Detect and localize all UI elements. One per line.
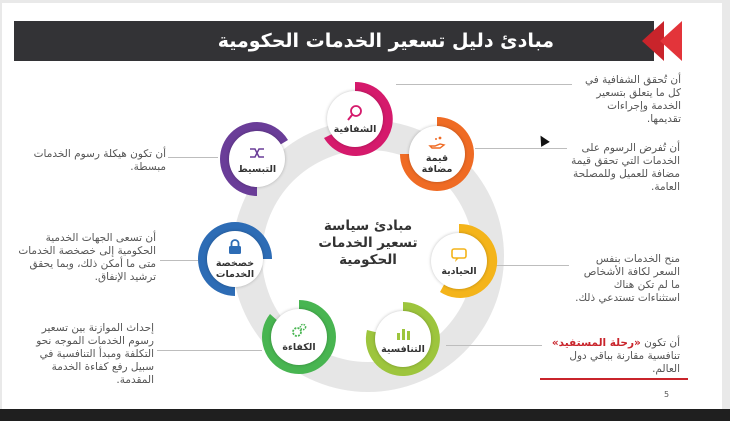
desc-competitiveness: أن تكون «رحلة المستفيد» تنافسية مقارنة ب… <box>540 337 680 376</box>
slide-title: مبادئ دليل تسعير الخدمات الحكومية <box>217 30 554 52</box>
desc-competitiveness-pre: أن تكون <box>640 337 680 349</box>
desc-neutrality: منح الخدمات بنفس السعر لكافة الأشخاص ما … <box>575 253 680 304</box>
leader-line <box>446 345 542 346</box>
desc-competitiveness-post: تنافسية مقارنة بباقي دول العالم. <box>569 350 680 375</box>
magnifier-icon <box>347 104 362 121</box>
desc-efficiency: إحداث الموازنة بين تسعير رسوم الخدمات ال… <box>36 322 154 386</box>
node-label: قيمة مضافة <box>421 153 453 175</box>
node-privatization: خصخصة الخدمات <box>196 220 274 298</box>
node-efficiency: الكفاءة <box>260 298 338 376</box>
node-neutrality: الحيادية <box>420 222 498 300</box>
leader-line <box>475 148 567 149</box>
node-arc <box>440 223 498 298</box>
bottom-bar <box>0 409 730 421</box>
desc-transparency: أن تُحقق الشفافية في كل ما يتعلق بتسعير … <box>585 74 681 125</box>
node-label: التبسيط <box>237 163 277 175</box>
leader-line <box>495 265 569 266</box>
node-simplification: التبسيط <box>218 120 296 198</box>
leader-line <box>396 84 572 85</box>
desc-simplification: أن تكون هيكلة رسوم الخدمات مبسطة. <box>33 148 166 173</box>
bar-chart-icon <box>397 328 410 340</box>
node-value-added: قيمة مضافة <box>398 115 476 193</box>
page-number: 5 <box>664 390 670 399</box>
hand-coins-icon <box>428 136 446 149</box>
node-label: الحيادية <box>441 265 477 277</box>
leader-line <box>168 157 218 158</box>
node-label: التنافسية <box>381 343 425 355</box>
desc-value-added: أن تُفرض الرسوم على الخدمات التي تحقق قي… <box>571 142 680 193</box>
chat-icon <box>451 247 467 262</box>
center-circle: مبادئ سياسة تسعير الخدمات الحكومية <box>303 188 433 298</box>
leader-line <box>160 260 198 261</box>
highlight-underline <box>540 378 688 380</box>
gears-icon <box>292 323 307 337</box>
leader-line <box>157 350 262 351</box>
desc-competitiveness-highlight: «رحلة المستفيد» <box>551 337 641 349</box>
node-label: الشفافية <box>333 123 377 135</box>
header-chevron-decoration <box>660 21 682 61</box>
header-chevron-decoration <box>642 21 664 61</box>
node-label: الكفاءة <box>282 341 316 353</box>
node-competitiveness: التنافسية <box>364 300 442 378</box>
shuffle-icon <box>250 147 264 158</box>
node-label: خصخصة الخدمات <box>215 258 255 280</box>
node-transparency: الشفافية <box>316 80 394 158</box>
lock-icon <box>229 239 241 254</box>
desc-privatization: أن تسعى الجهات الخدمية الحكومية إلى خصخص… <box>18 232 156 283</box>
center-title: مبادئ سياسة تسعير الخدمات الحكومية <box>318 217 418 268</box>
slide-header: مبادئ دليل تسعير الخدمات الحكومية <box>14 21 654 61</box>
